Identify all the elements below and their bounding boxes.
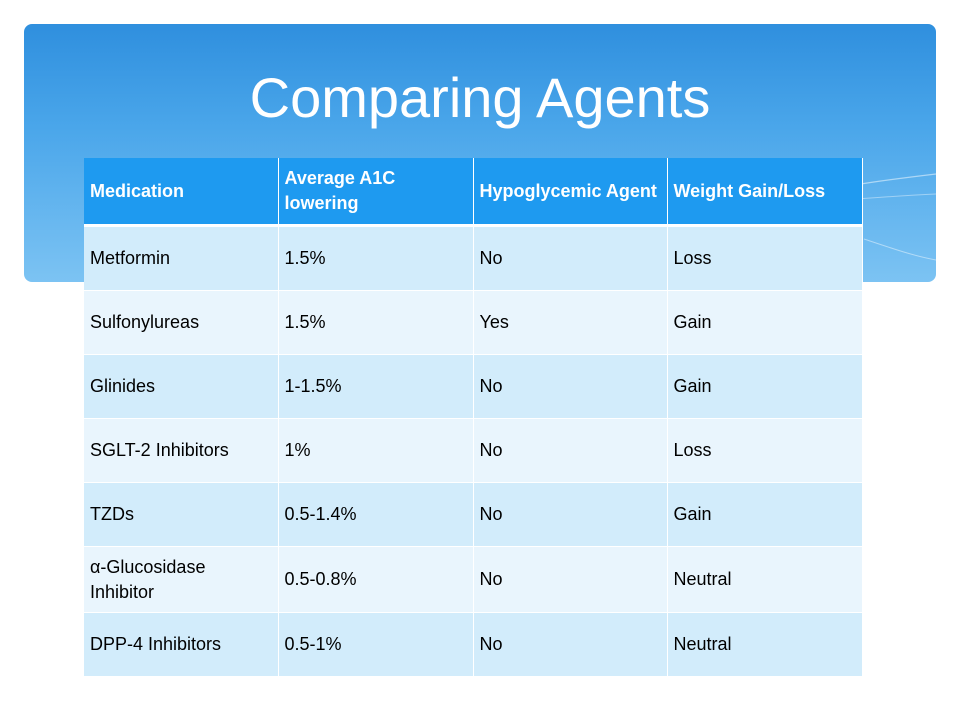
table-row: Sulfonylureas 1.5% Yes Gain <box>84 290 863 355</box>
cell-medication: α-Glucosidase Inhibitor <box>84 546 279 613</box>
cell-a1c: 0.5-1% <box>278 612 474 677</box>
cell-hypoglycemic: No <box>473 418 668 483</box>
cell-medication: Glinides <box>84 354 279 419</box>
table-row: Glinides 1-1.5% No Gain <box>84 354 863 419</box>
cell-medication: TZDs <box>84 482 279 547</box>
cell-weight: Gain <box>667 482 863 547</box>
cell-hypoglycemic: No <box>473 225 668 291</box>
header-medication: Medication <box>84 158 279 227</box>
slide-title: Comparing Agents <box>249 66 711 129</box>
cell-a1c: 1% <box>278 418 474 483</box>
table-header-row: Medication Average A1C lowering Hypoglyc… <box>84 158 863 227</box>
cell-hypoglycemic: No <box>473 612 668 677</box>
cell-a1c: 1.5% <box>278 290 474 355</box>
cell-medication: DPP-4 Inhibitors <box>84 612 279 677</box>
cell-weight: Neutral <box>667 612 863 677</box>
header-hypoglycemic: Hypoglycemic Agent <box>473 158 668 227</box>
cell-weight: Loss <box>667 418 863 483</box>
cell-medication: SGLT-2 Inhibitors <box>84 418 279 483</box>
cell-a1c: 0.5-1.4% <box>278 482 474 547</box>
cell-hypoglycemic: No <box>473 546 668 613</box>
cell-a1c: 1.5% <box>278 225 474 291</box>
table-row: α-Glucosidase Inhibitor 0.5-0.8% No Neut… <box>84 546 863 613</box>
cell-weight: Gain <box>667 354 863 419</box>
header-weight: Weight Gain/Loss <box>667 158 863 227</box>
cell-medication: Metformin <box>84 225 279 291</box>
cell-hypoglycemic: No <box>473 354 668 419</box>
cell-hypoglycemic: Yes <box>473 290 668 355</box>
table-row: DPP-4 Inhibitors 0.5-1% No Neutral <box>84 612 863 677</box>
cell-a1c: 1-1.5% <box>278 354 474 419</box>
cell-medication: Sulfonylureas <box>84 290 279 355</box>
cell-a1c: 0.5-0.8% <box>278 546 474 613</box>
table-row: Metformin 1.5% No Loss <box>84 225 863 291</box>
cell-weight: Neutral <box>667 546 863 613</box>
table-row: TZDs 0.5-1.4% No Gain <box>84 482 863 547</box>
comparison-table: Medication Average A1C lowering Hypoglyc… <box>84 158 863 677</box>
cell-weight: Loss <box>667 225 863 291</box>
table-row: SGLT-2 Inhibitors 1% No Loss <box>84 418 863 483</box>
header-a1c-lowering: Average A1C lowering <box>278 158 474 227</box>
cell-weight: Gain <box>667 290 863 355</box>
cell-hypoglycemic: No <box>473 482 668 547</box>
